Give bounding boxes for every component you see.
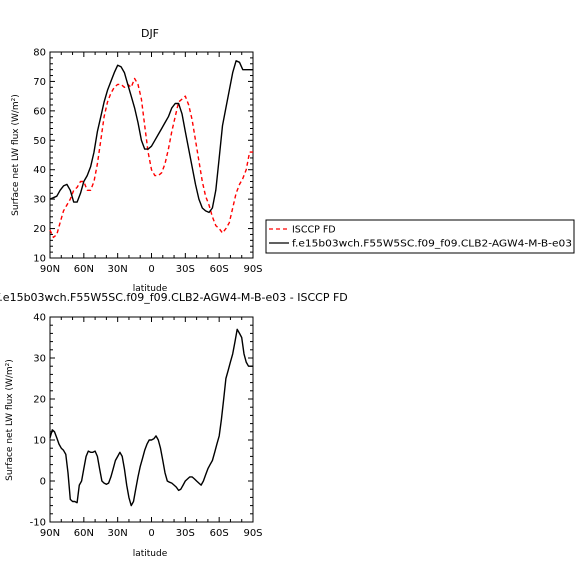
y-tick-label: 70 (33, 77, 46, 88)
chart-1-legend: ISCCP FD f.e15b03wch.F55W5SC.f09_f09.CLB… (265, 219, 575, 254)
x-tick-label: 90S (243, 264, 262, 275)
chart-panel-1: DJF 90N 60N 30N 0 30S 60S 90S1020304050607080 … (11, 27, 263, 294)
chart-2-plot-area: 90N 60N 30N 0 30S 60S 90S -10 0 10 20 30 40 (30, 313, 263, 540)
x-tick-label: 30N (108, 528, 128, 539)
legend-label-isccp-fd: ISCCP FD (292, 225, 336, 236)
x-tick-label: 90N (40, 528, 60, 539)
chart-1-y-axis-title: Surface net LW flux (W/m²) (11, 94, 21, 216)
y-tick-label: 30 (33, 354, 46, 365)
x-tick-label: 90S (243, 528, 262, 539)
y-tick-label: 50 (33, 136, 46, 147)
y-tick-label: 10 (33, 436, 46, 447)
y-tick-label: 40 (33, 313, 46, 324)
x-tick-label: 30S (176, 528, 195, 539)
chart-2-y-axis-title: Surface net LW flux (W/m²) (5, 359, 15, 481)
plot-frame (49, 51, 254, 259)
x-tick-label: 60N (74, 528, 94, 539)
x-tick-label: 0 (148, 528, 154, 539)
legend-box (265, 219, 575, 254)
x-tick-label: 0 (148, 264, 154, 275)
plot-frame (49, 316, 254, 523)
x-tick-label: 60N (74, 264, 94, 275)
chart-1-plot-area: 90N 60N 30N 0 30S 60S 90S 10 20 30 40 50 60 70 80 (33, 48, 262, 276)
series-line-1-2 (49, 60, 253, 214)
legend-label-model: f.e15b03wch.F55W5SC.f09_f09.CLB2-AGW4-M-… (292, 239, 572, 250)
series-line-1-1 (49, 77, 253, 239)
x-tick-label: 30S (176, 264, 195, 275)
chart-1-x-axis-title: latitude (133, 284, 168, 294)
series-line-2-1 (49, 328, 253, 507)
x-tick-label: 30N (108, 264, 128, 275)
y-tick-label: 30 (33, 195, 46, 206)
y-tick-label: 40 (33, 165, 46, 176)
chart-2-x-axis-title: latitude (133, 549, 168, 559)
y-tick-label: -10 (30, 518, 46, 529)
chart-panel-2: f.e15b03wch.F55W5SC.f09_f09.CLB2-AGW4-M-… (0, 291, 348, 559)
x-tick-label: 60S (210, 528, 229, 539)
x-tick-label: 60S (210, 264, 229, 275)
chart-2-title: f.e15b03wch.F55W5SC.f09_f09.CLB2-AGW4-M-… (0, 291, 348, 304)
y-tick-label: 10 (33, 254, 46, 265)
y-tick-label: 20 (33, 224, 46, 235)
chart-1-title: DJF (141, 27, 159, 40)
y-tick-label: 0 (40, 477, 46, 488)
y-tick-label: 80 (33, 48, 46, 59)
x-tick-label: 90N (40, 264, 60, 275)
y-tick-label: 60 (33, 106, 46, 117)
y-tick-label: 20 (33, 395, 46, 406)
